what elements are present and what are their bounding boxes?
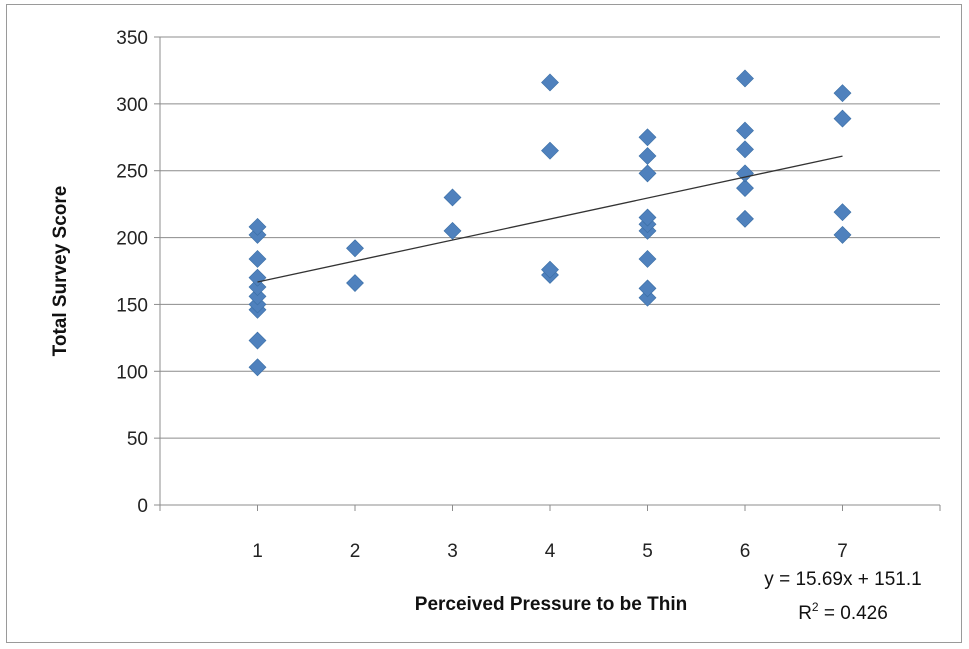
y-tick-label-50: 50 [127,429,148,450]
data-point-7 [249,250,266,267]
trend-equation: y = 15.69x + 151.1 [764,569,921,590]
y-tick-label-350: 350 [116,28,148,49]
data-point-11 [347,240,364,257]
r-squared-prefix: R [798,603,812,624]
x-tick-label-7: 7 [837,541,848,562]
r-squared: R2 = 0.426 [798,600,888,624]
data-point-24 [639,165,656,182]
x-tick-label-6: 6 [740,541,751,562]
y-tick-label-150: 150 [116,295,148,316]
gridlines [160,37,940,438]
x-tick-label-3: 3 [447,541,458,562]
data-point-12 [444,222,461,239]
data-point-36 [834,85,851,102]
x-tick-label-2: 2 [350,541,361,562]
data-point-13 [444,189,461,206]
x-tick-labels: 1 2 3 4 5 6 7 [252,541,848,562]
data-point-6 [249,269,266,286]
x-tick-label-1: 1 [252,541,263,562]
y-tick-label-100: 100 [116,362,148,383]
data-point-10 [347,275,364,292]
data-point-0 [249,359,266,376]
data-point-33 [834,226,851,243]
data-point-26 [639,129,656,146]
y-axis-title: Total Survey Score [50,186,71,357]
x-tick-label-4: 4 [545,541,556,562]
data-point-19 [639,280,656,297]
data-point-27 [737,210,754,227]
data-point-31 [737,122,754,139]
data-points [249,70,851,376]
data-point-30 [737,141,754,158]
r-squared-value: = 0.426 [819,603,888,624]
data-point-17 [542,74,559,91]
y-tick-labels: 0 50 100 150 200 250 300 350 [116,28,148,517]
data-point-29 [737,165,754,182]
data-point-25 [639,148,656,165]
y-tick-label-300: 300 [116,95,148,116]
x-tick-label-5: 5 [642,541,653,562]
data-point-20 [639,250,656,267]
y-tick-label-0: 0 [137,496,148,517]
data-point-35 [834,110,851,127]
y-tick-label-250: 250 [116,162,148,183]
data-point-32 [737,70,754,87]
x-axis-title: Perceived Pressure to be Thin [415,594,687,615]
data-point-16 [542,142,559,159]
data-point-34 [834,204,851,221]
data-point-1 [249,332,266,349]
y-tick-label-200: 200 [116,229,148,250]
